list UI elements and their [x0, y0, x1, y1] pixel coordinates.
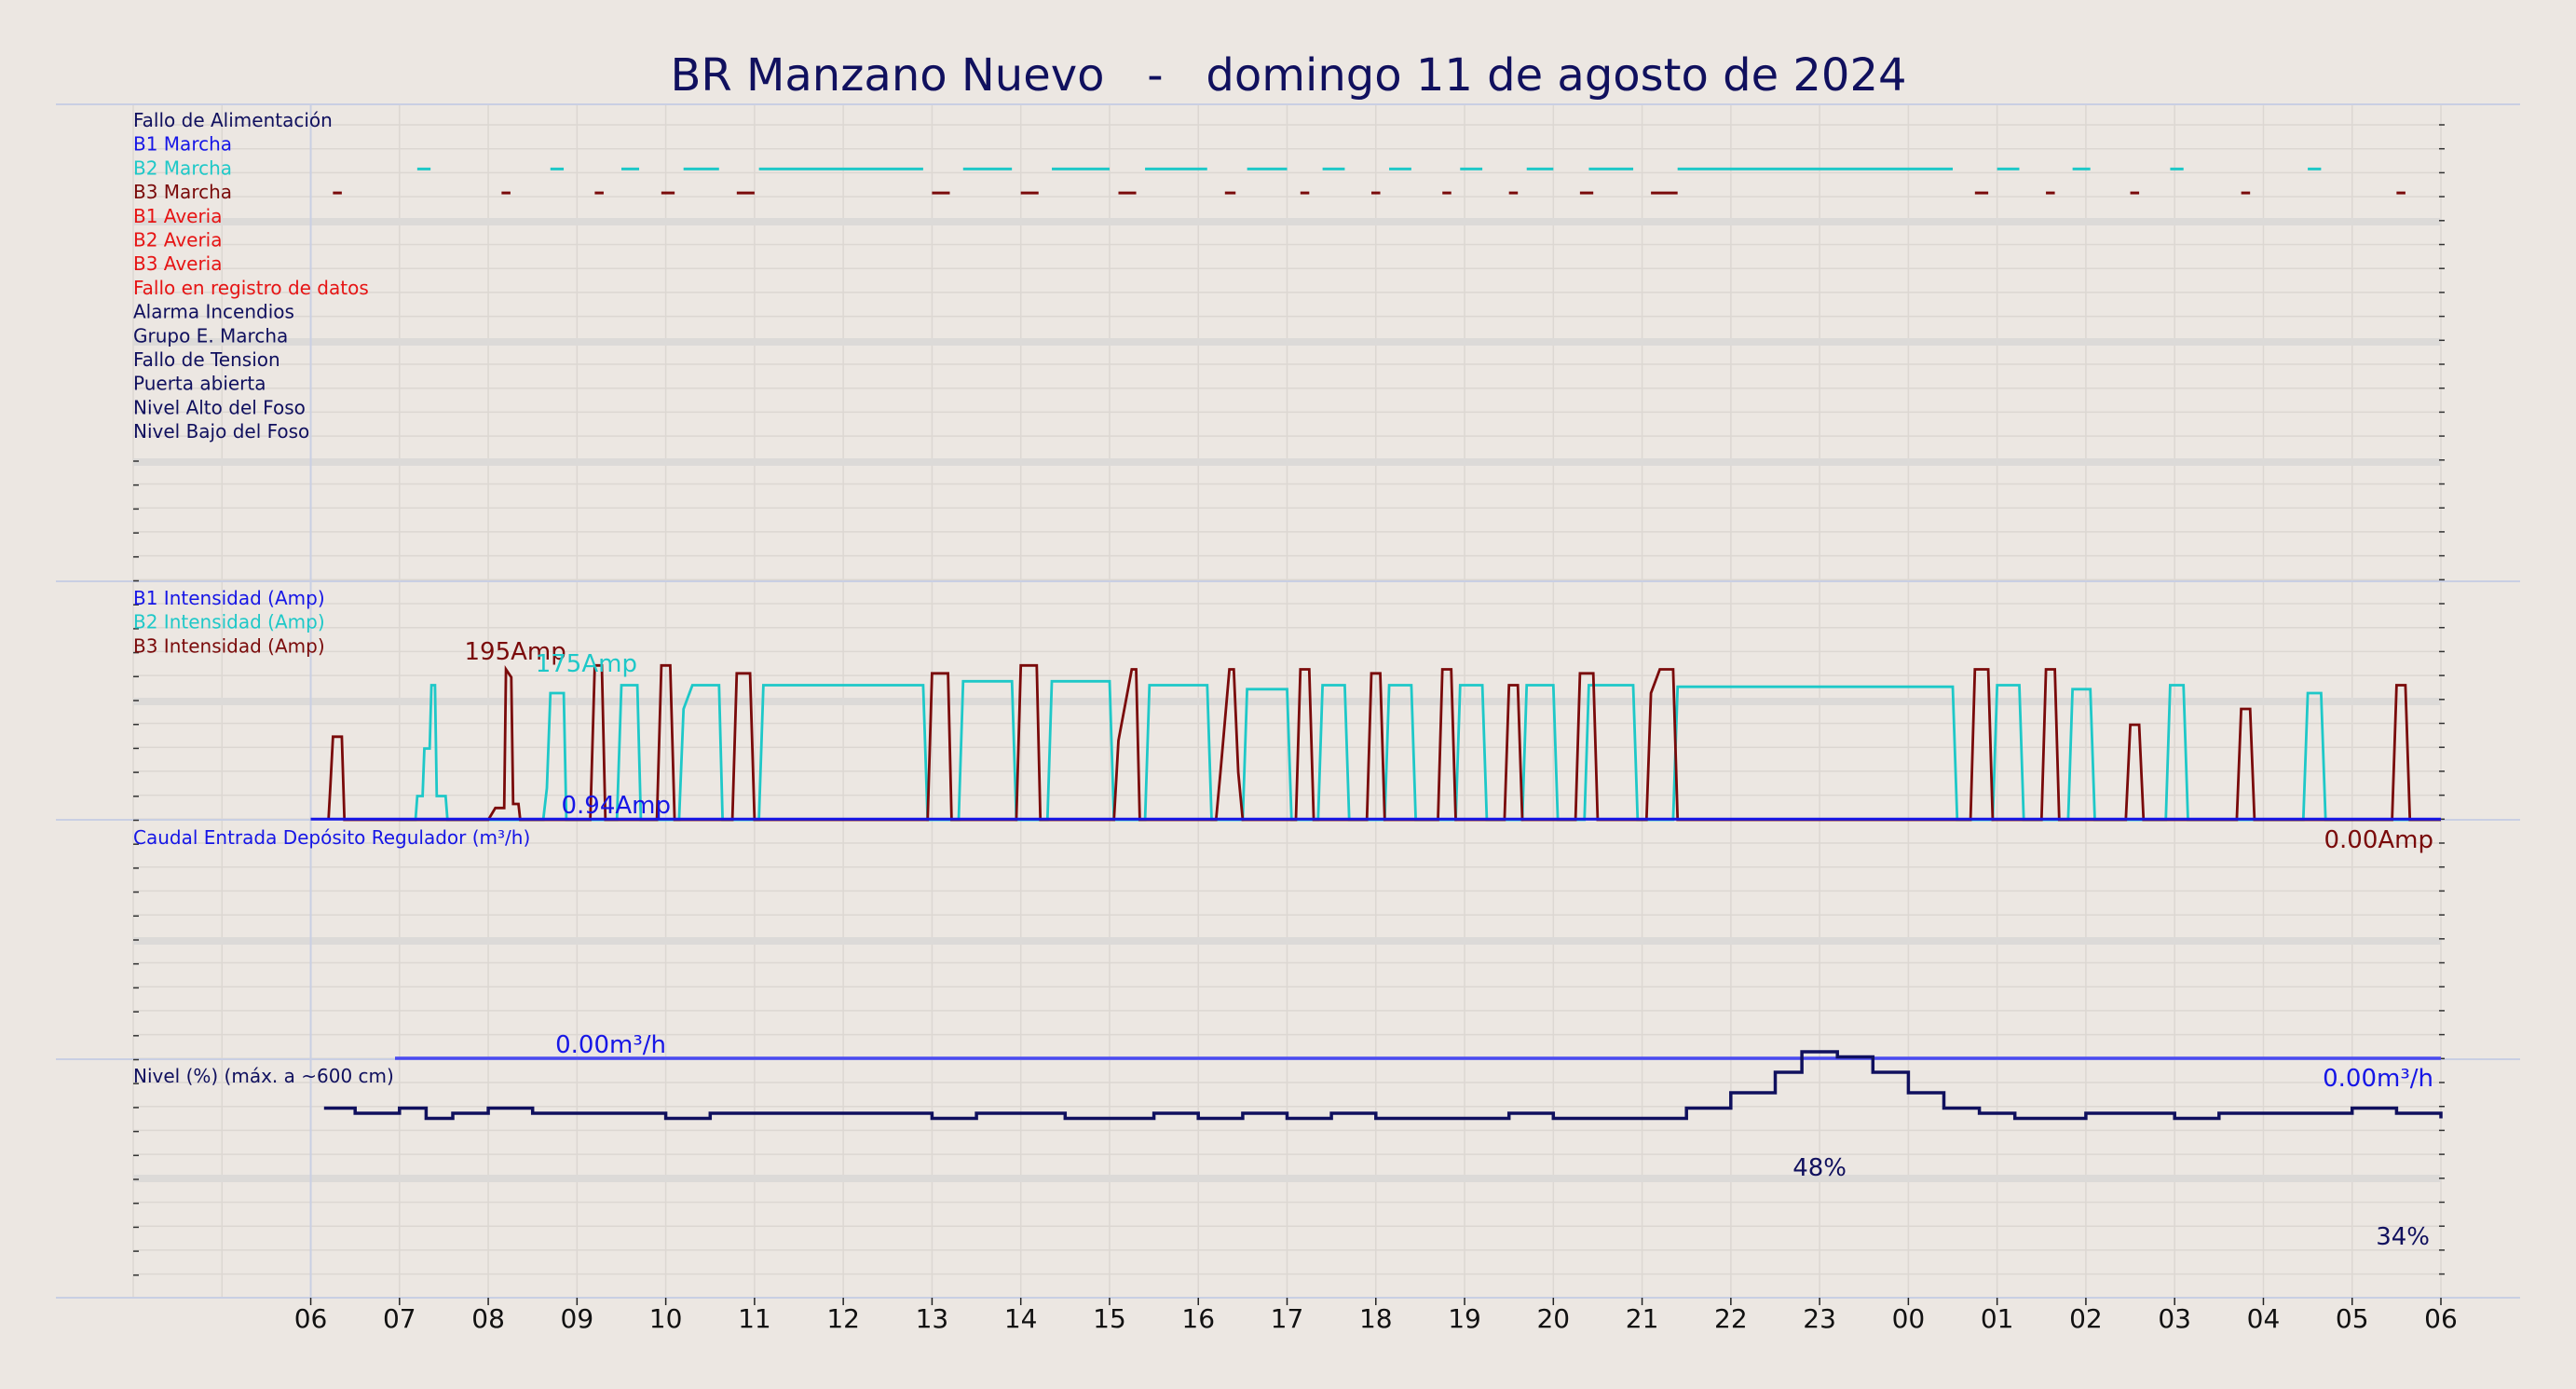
x-tick-label: 16 [1181, 1303, 1215, 1334]
status-label: Nivel Bajo del Foso [133, 420, 309, 443]
x-axis: 06 07 08 09 10 11 12 13 14 15 16 17 18 19 20 21 22 23 00 01… [294, 1298, 2458, 1334]
panel-intensidad: B1 Intensidad (Amp)B2 Intensidad (Amp)B3… [133, 587, 2441, 854]
series-legend-label: Caudal Entrada Depósito Regulador (m³/h) [133, 826, 530, 849]
status-label: Nivel Alto del Foso [133, 396, 306, 418]
panel-nivel: Nivel (%) (máx. a ~600 cm) 48% 34% [133, 1050, 2443, 1251]
x-tick-label: 07 [383, 1303, 416, 1334]
x-tick-label: 13 [916, 1303, 949, 1334]
status-label: Puerta abierta [133, 373, 266, 395]
x-tick-label: 09 [561, 1303, 594, 1334]
series-legend-label: Nivel (%) (máx. a ~600 cm) [133, 1065, 394, 1087]
max-value-label: 48% [1792, 1154, 1847, 1182]
status-label: Alarma Incendios [133, 301, 294, 323]
intensidad-series-line [327, 663, 2441, 822]
series-legend-label: B1 Intensidad (Amp) [133, 587, 325, 609]
status-label: Fallo en registro de datos [133, 277, 369, 299]
x-tick-label: 19 [1448, 1303, 1481, 1334]
status-label: B3 Marcha [133, 181, 232, 203]
x-tick-label: 18 [1359, 1303, 1393, 1334]
status-label: Fallo de Tension [133, 348, 280, 371]
x-tick-label: 14 [1004, 1303, 1038, 1334]
x-tick-label: 21 [1626, 1303, 1659, 1334]
grid-band [133, 458, 2441, 466]
x-tick-label: 06 [2424, 1303, 2458, 1334]
grid-band [133, 218, 2441, 225]
intensidad-series-line [399, 679, 2441, 822]
status-label: Fallo de Alimentación [133, 109, 333, 131]
x-tick-label: 06 [294, 1303, 328, 1334]
end-value-label: 0.00Amp [2324, 826, 2433, 854]
x-tick-label: 22 [1714, 1303, 1748, 1334]
x-tick-label: 08 [471, 1303, 505, 1334]
status-label: B1 Averia [133, 205, 223, 227]
nivel-series-line [323, 1050, 2443, 1121]
x-tick-label: 04 [2247, 1303, 2281, 1334]
x-tick-label: 12 [826, 1303, 860, 1334]
status-label: B2 Marcha [133, 157, 232, 179]
x-tick-label: 10 [649, 1303, 683, 1334]
grid-band [133, 937, 2441, 945]
start-value-label: 0.00m³/h [555, 1031, 666, 1059]
panel-caudal: Caudal Entrada Depósito Regulador (m³/h)… [133, 826, 2441, 1093]
series-legend-label: B2 Intensidad (Amp) [133, 611, 325, 633]
grid-band [133, 338, 2441, 346]
status-label: Grupo E. Marcha [133, 324, 288, 347]
status-label: B2 Averia [133, 229, 223, 252]
x-tick-label: 03 [2158, 1303, 2191, 1334]
grid-band [133, 1175, 2441, 1182]
chart-title: BR Manzano Nuevo - domingo 11 de agosto … [670, 49, 1906, 102]
x-tick-label: 23 [1803, 1303, 1836, 1334]
status-label: B3 Averia [133, 252, 223, 275]
x-tick-label: 17 [1271, 1303, 1304, 1334]
x-tick-label: 05 [2336, 1303, 2369, 1334]
end-value-label: 34% [2376, 1223, 2430, 1251]
max-value-label: 195Amp [465, 638, 566, 666]
x-tick-label: 02 [2069, 1303, 2103, 1334]
x-tick-label: 11 [738, 1303, 771, 1334]
x-tick-label: 15 [1093, 1303, 1126, 1334]
x-tick-label: 20 [1536, 1303, 1570, 1334]
status-label: B1 Marcha [133, 133, 232, 156]
end-value-label: 0.00m³/h [2323, 1065, 2433, 1093]
series-legend-label: B3 Intensidad (Amp) [133, 634, 325, 657]
x-tick-label: 00 [1892, 1303, 1926, 1334]
max-value-label: 175Amp [536, 650, 637, 678]
x-tick-label: 01 [1981, 1303, 2014, 1334]
start-value-label: 0.94Amp [561, 792, 671, 820]
